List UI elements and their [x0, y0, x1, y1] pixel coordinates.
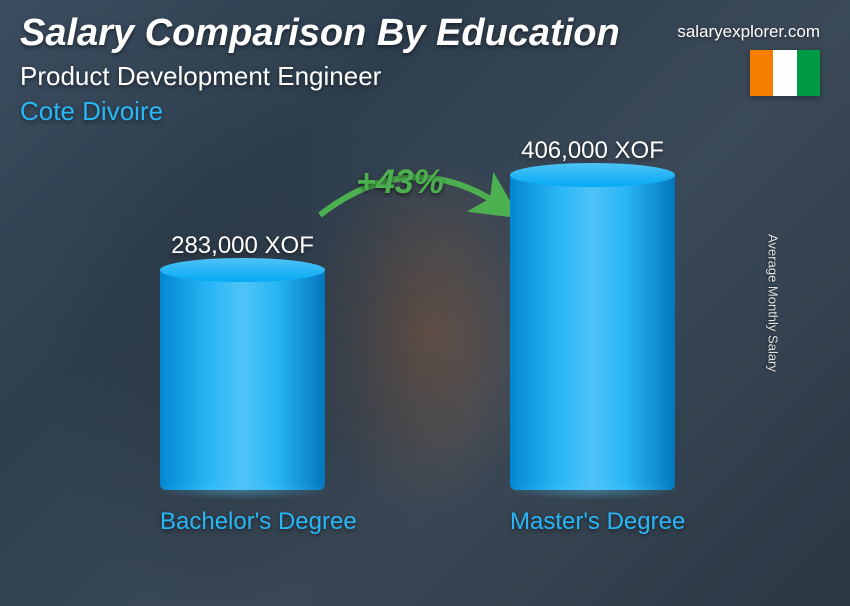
country-name: Cote Divoire — [20, 96, 830, 127]
bar-category-label: Bachelor's Degree — [160, 508, 325, 536]
bar-body — [160, 270, 325, 490]
flag-stripe-2 — [773, 50, 796, 96]
job-title: Product Development Engineer — [20, 61, 830, 92]
bar-value-label: 406,000 XOF — [510, 137, 675, 165]
bar-top-ellipse — [510, 163, 675, 187]
flag-stripe-3 — [797, 50, 820, 96]
chart-area: 283,000 XOF Bachelor's Degree 406,000 XO… — [0, 160, 850, 586]
country-flag — [750, 50, 820, 96]
bar-top-ellipse — [160, 258, 325, 282]
bar-group-masters: 406,000 XOF Master's Degree — [510, 137, 675, 536]
source-label: salaryexplorer.com — [677, 22, 820, 42]
bar-glow — [502, 480, 683, 500]
bar — [510, 175, 675, 490]
bar-value-label: 283,000 XOF — [160, 232, 325, 260]
bar-category-label: Master's Degree — [510, 508, 675, 536]
bar-glow — [152, 480, 333, 500]
flag-stripe-1 — [750, 50, 773, 96]
bar-body — [510, 175, 675, 490]
bar — [160, 270, 325, 490]
bar-group-bachelors: 283,000 XOF Bachelor's Degree — [160, 232, 325, 536]
